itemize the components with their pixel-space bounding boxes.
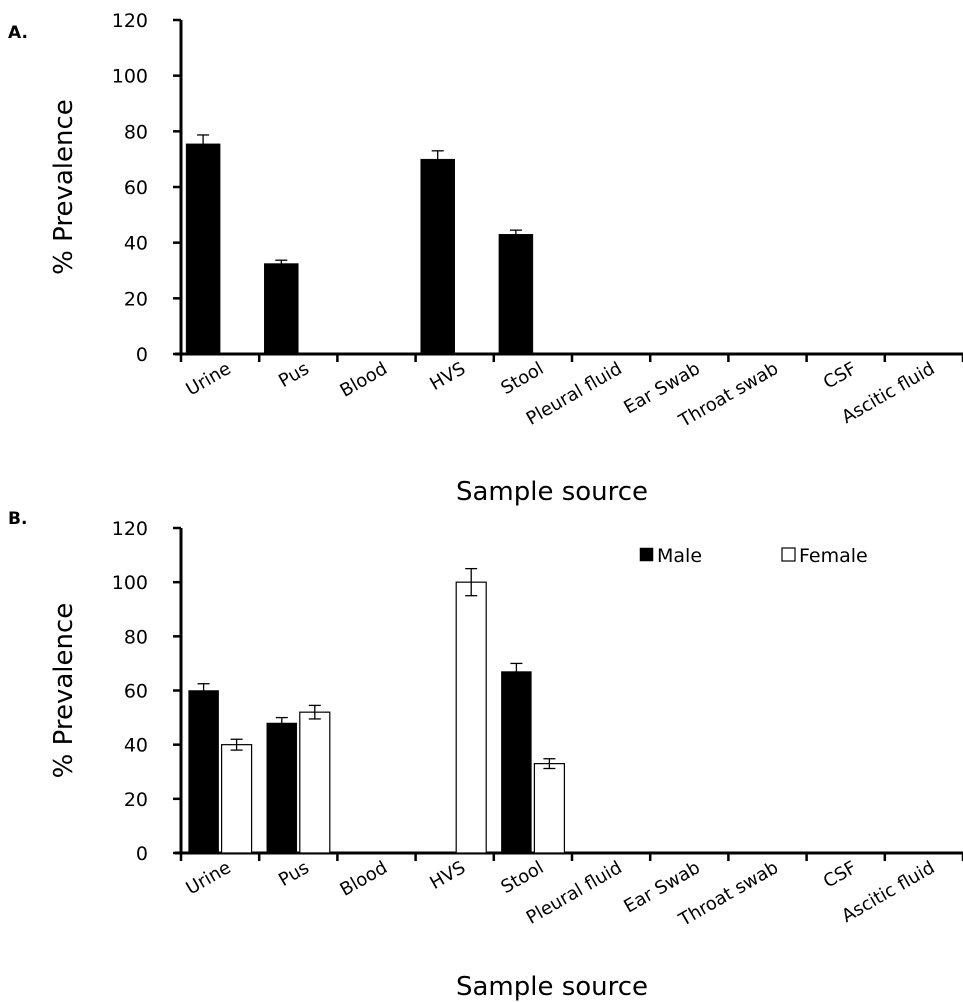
y-tick-label: 40 (124, 233, 148, 255)
y-tick-label: 80 (124, 121, 148, 143)
category-label: HVS (426, 358, 469, 395)
y-tick-label: 100 (112, 66, 148, 88)
category-label: HVS (426, 857, 469, 894)
y-tick-label: 80 (124, 626, 148, 648)
x-axis-title: Sample source (456, 972, 648, 1002)
category-label: Blood (336, 358, 391, 402)
panel-label: B. (8, 509, 27, 529)
y-tick-label: 20 (124, 789, 148, 811)
bar (455, 581, 487, 854)
category-label: CSF (820, 857, 860, 892)
y-tick-label: 120 (112, 518, 148, 540)
category-label: CSF (820, 358, 860, 393)
y-tick-label: 60 (124, 681, 148, 703)
category-label: Pus (275, 857, 313, 891)
bar (188, 690, 219, 854)
bar (498, 234, 534, 355)
bar (501, 671, 532, 854)
legend-label: Female (799, 545, 868, 567)
category-label: Urine (182, 358, 234, 400)
category-label: Blood (336, 857, 391, 901)
legend-swatch (781, 547, 796, 562)
y-tick-label: 120 (112, 10, 148, 32)
y-tick-label: 20 (124, 288, 148, 310)
bar (264, 263, 299, 355)
y-axis-title: % Prevalence (49, 603, 79, 779)
category-label: Stool (497, 358, 547, 399)
panel-label: A. (8, 23, 28, 43)
y-axis-title: % Prevalence (49, 99, 79, 275)
bar (420, 158, 455, 355)
category-label: Pus (275, 358, 313, 392)
category-label: Stool (497, 857, 547, 898)
legend-swatch (639, 547, 654, 562)
y-tick-label: 60 (124, 177, 148, 199)
bar (221, 744, 253, 854)
bar (533, 763, 566, 854)
x-axis-title: Sample source (456, 477, 648, 507)
bar (266, 722, 298, 854)
y-tick-label: 40 (124, 735, 148, 757)
y-tick-label: 0 (136, 843, 148, 865)
category-label: Urine (182, 857, 234, 899)
bar (185, 143, 221, 355)
y-tick-label: 0 (136, 344, 148, 366)
y-tick-label: 100 (112, 572, 148, 594)
legend-label: Male (657, 545, 702, 567)
bar (299, 711, 331, 854)
